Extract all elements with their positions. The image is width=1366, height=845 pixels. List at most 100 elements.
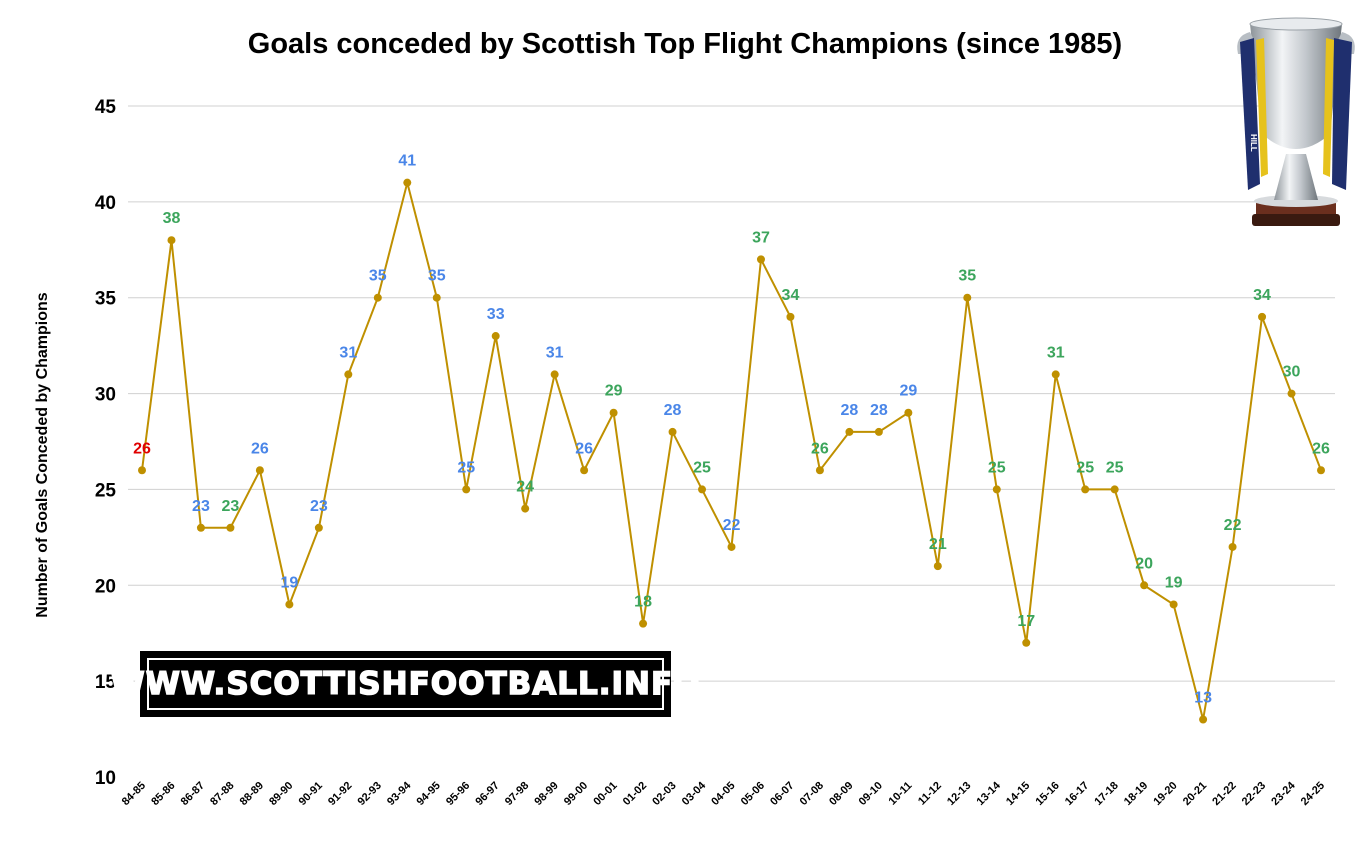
data-label: 22 [723, 517, 741, 534]
data-label: 26 [251, 440, 269, 457]
x-tick-label: 09-10 [857, 780, 885, 808]
data-point [1317, 466, 1325, 475]
data-point [1022, 638, 1031, 647]
data-points [138, 178, 1325, 724]
data-point [609, 408, 618, 417]
data-label: 31 [339, 344, 357, 361]
x-tick-label: 23-24 [1269, 779, 1298, 808]
data-point [491, 332, 500, 341]
x-tick-label: 11-12 [916, 780, 944, 808]
trophy-icon: HILL [1237, 17, 1355, 226]
x-tick-label: 12-13 [945, 780, 973, 808]
x-tick-label: 86-87 [179, 780, 207, 808]
y-tick-label: 20 [95, 576, 116, 597]
data-labels: 26 38 23 23 26 19 23 31 35 41 35 25 33 24 31 26 29 18 28 25… [133, 153, 1330, 707]
data-point [963, 293, 972, 302]
data-label: 35 [958, 268, 976, 285]
x-tick-label: 13-14 [975, 779, 1004, 808]
data-point [639, 619, 648, 628]
x-tick-label: 91-92 [326, 780, 354, 808]
x-tick-label: 84-85 [120, 780, 148, 808]
data-label: 29 [899, 383, 917, 400]
data-label: 26 [133, 440, 151, 457]
data-point [314, 523, 323, 532]
data-point [1199, 715, 1208, 724]
trophy-ribbon-text: HILL [1249, 134, 1258, 152]
watermark-text: WWW.SCOTTISHFOOTBALL.INFO [110, 665, 701, 703]
data-label: 33 [487, 306, 505, 323]
data-point [1287, 389, 1296, 398]
data-label: 37 [752, 229, 770, 246]
x-tick-label: 07-08 [798, 780, 826, 808]
data-point [550, 370, 559, 379]
data-point [226, 523, 235, 532]
data-label: 22 [1224, 517, 1242, 534]
chart-title: Goals conceded by Scottish Top Flight Ch… [247, 28, 1123, 60]
x-tick-label: 98-99 [532, 780, 560, 808]
y-tick-label: 35 [95, 289, 117, 310]
x-tick-label: 95-96 [444, 780, 472, 808]
data-point [992, 485, 1001, 494]
data-label: 25 [457, 459, 475, 476]
x-tick-label: 14-15 [1004, 780, 1032, 808]
data-point [462, 485, 471, 494]
data-point [1051, 370, 1060, 379]
data-point [756, 255, 765, 264]
data-point [167, 236, 176, 245]
y-tick-label: 10 [95, 768, 116, 789]
data-label: 34 [1253, 287, 1271, 304]
data-point [698, 485, 707, 494]
data-label: 19 [280, 574, 298, 591]
data-point [521, 504, 530, 513]
y-axis-ticks: 10 15 20 25 30 35 40 45 [95, 97, 117, 789]
data-label: 31 [546, 344, 564, 361]
website-watermark: WWW.SCOTTISHFOOTBALL.INFO [110, 651, 700, 717]
data-label: 13 [1194, 689, 1212, 706]
x-tick-label: 08-09 [827, 780, 855, 808]
data-label: 18 [634, 594, 652, 611]
x-tick-label: 15-16 [1033, 780, 1061, 808]
x-tick-label: 18-19 [1122, 780, 1150, 808]
data-label: 26 [575, 440, 593, 457]
x-tick-label: 88-89 [238, 780, 266, 808]
x-tick-label: 06-07 [768, 780, 796, 808]
data-point [196, 523, 205, 532]
data-label: 26 [1312, 440, 1330, 457]
data-label: 20 [1135, 555, 1153, 572]
data-label: 19 [1165, 574, 1183, 591]
x-tick-label: 90-91 [297, 780, 325, 808]
data-label: 23 [310, 498, 328, 515]
data-point [432, 293, 441, 302]
y-tick-label: 30 [95, 385, 116, 406]
x-tick-label: 05-06 [739, 780, 767, 808]
data-point [1081, 485, 1090, 494]
data-label: 17 [1017, 613, 1035, 630]
data-point [373, 293, 382, 302]
data-label: 35 [428, 268, 446, 285]
x-tick-label: 24-25 [1299, 780, 1327, 808]
data-label: 23 [192, 498, 210, 515]
data-label: 25 [1106, 459, 1124, 476]
data-point [1169, 600, 1178, 609]
data-label: 34 [782, 287, 800, 304]
data-point [1110, 485, 1119, 494]
data-point [727, 542, 736, 551]
data-label: 28 [664, 402, 682, 419]
series-line [141, 182, 1322, 720]
data-point [1258, 312, 1267, 321]
data-point [344, 370, 353, 379]
data-point [255, 466, 264, 475]
data-label: 29 [605, 383, 623, 400]
data-label: 38 [163, 210, 181, 227]
data-label: 28 [841, 402, 859, 419]
data-point [933, 562, 942, 571]
y-tick-label: 15 [95, 672, 117, 693]
data-label: 31 [1047, 344, 1065, 361]
data-point [786, 312, 795, 321]
data-label: 21 [929, 536, 947, 553]
x-tick-label: 20-21 [1181, 780, 1209, 808]
data-label: 28 [870, 402, 888, 419]
x-tick-label: 99-00 [562, 780, 590, 808]
x-axis-ticks: 84-85 85-86 86-87 87-88 88-89 89-90 90-91 91-92… [120, 779, 1327, 808]
